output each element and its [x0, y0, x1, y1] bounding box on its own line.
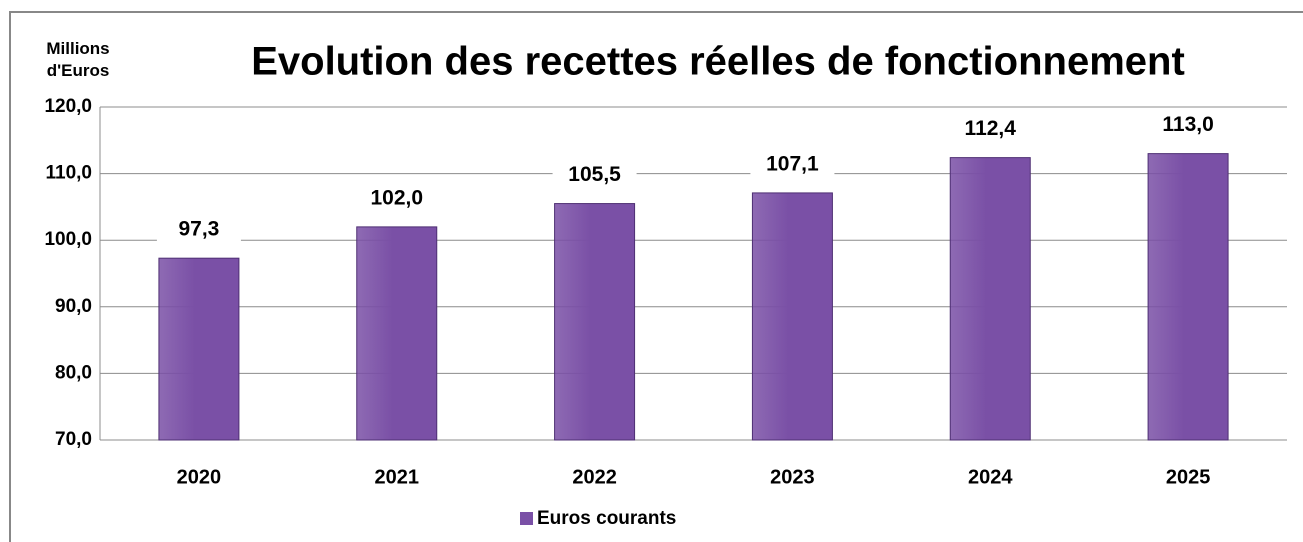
bar: [158, 257, 240, 441]
value-label-bg: [552, 161, 637, 190]
value-label-bg: [1146, 111, 1231, 140]
x-tick-label: 2021: [375, 466, 420, 488]
y-tick-label: 110,0: [46, 163, 93, 184]
value-label: 105,5: [568, 163, 621, 186]
y-tick-label: 90,0: [55, 296, 92, 317]
legend-label: Euros courants: [537, 508, 676, 529]
chart-title: Evolution des recettes réelles de foncti…: [251, 40, 1185, 84]
x-tick-label: 2022: [572, 466, 617, 488]
value-label-bg: [156, 216, 241, 245]
x-tick-label: 2024: [968, 466, 1013, 488]
value-label: 113,0: [1162, 113, 1213, 136]
bar: [949, 157, 1031, 441]
bar: [751, 192, 833, 441]
bar: [1147, 153, 1229, 441]
x-tick-label: 2025: [1166, 466, 1211, 488]
y-tick-label: 100,0: [44, 229, 92, 250]
y-tick-label: 80,0: [55, 362, 92, 383]
value-label-bg: [750, 150, 835, 179]
y-tick-label: 120,0: [44, 96, 92, 117]
value-label: 102,0: [370, 186, 423, 209]
x-tick-label: 2020: [177, 466, 222, 488]
x-tick-label: 2023: [770, 466, 815, 488]
value-label: 112,4: [965, 117, 1017, 140]
bar: [356, 226, 438, 441]
bar: [554, 203, 636, 441]
y-tick-label: 70,0: [55, 429, 92, 450]
value-label-bg: [354, 184, 439, 213]
value-label: 97,3: [178, 218, 219, 241]
y-axis-label: Millions d'Euros: [46, 39, 110, 80]
value-label-bg: [948, 115, 1033, 144]
legend-swatch: [520, 512, 533, 525]
value-label: 107,1: [766, 152, 819, 175]
